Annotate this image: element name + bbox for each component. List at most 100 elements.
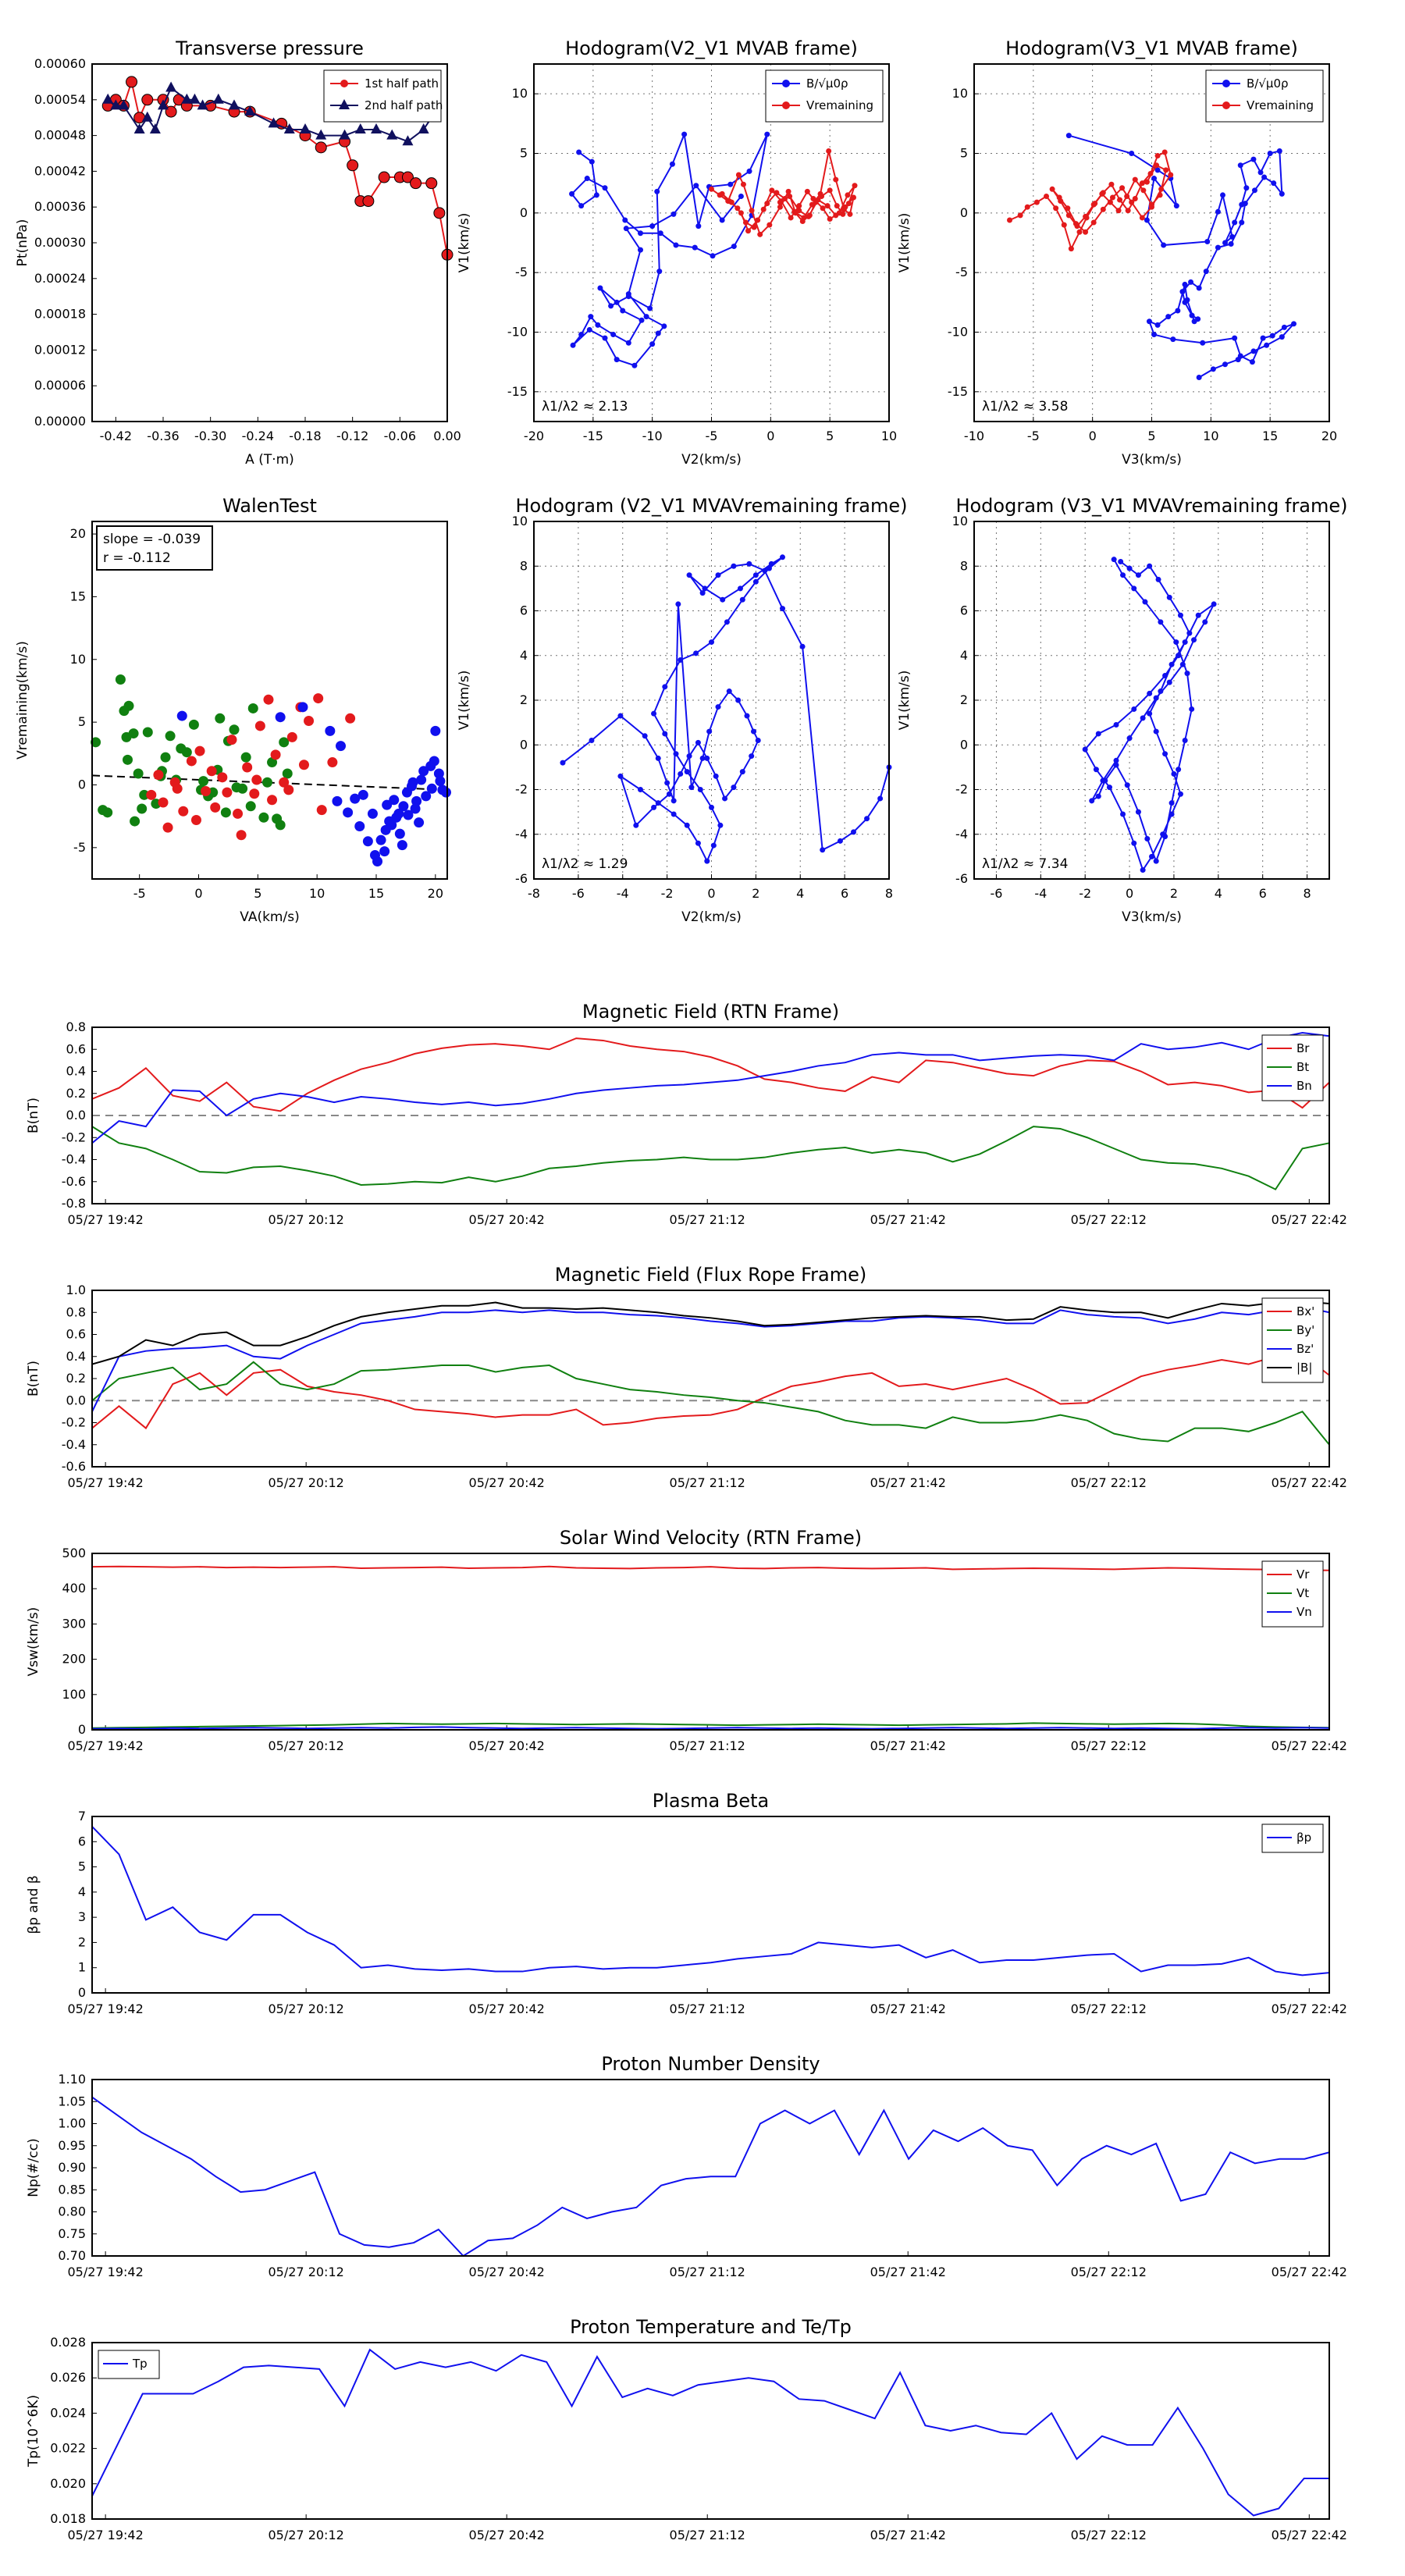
h1-panel: Hodogram(V2_V1 MVAB frame) V2(km/s) V1(km/… — [457, 37, 897, 468]
data-point — [766, 565, 772, 571]
data-point — [102, 807, 113, 818]
data-point — [782, 196, 788, 202]
data-point — [1215, 208, 1221, 215]
legend: 1st half path 2nd half path — [323, 69, 443, 123]
data-point — [316, 805, 327, 816]
data-point — [1100, 206, 1106, 212]
legend-label: Br — [1297, 1041, 1310, 1055]
y-tick-label: -5 — [515, 265, 528, 279]
data-point — [777, 204, 783, 210]
data-point — [1139, 215, 1145, 221]
legend-marker — [782, 80, 790, 87]
data-point — [176, 710, 187, 721]
data-point — [217, 772, 228, 783]
x-tick-label: 05/27 20:12 — [269, 2265, 344, 2279]
data-point — [251, 774, 262, 785]
x-tick-label: -0.06 — [384, 429, 416, 443]
data-point — [1235, 357, 1241, 363]
data-point — [386, 129, 398, 140]
legend-box — [1261, 1034, 1324, 1101]
data-point — [1053, 205, 1059, 212]
h3-panel: Hodogram (V2_V1 MVAVremaining frame) V2(k… — [457, 495, 908, 925]
data-point — [1168, 811, 1175, 817]
plot-frame — [533, 521, 890, 880]
data-point — [283, 785, 294, 795]
data-point — [1251, 187, 1257, 194]
x-tick-label: 05/27 21:42 — [870, 2528, 946, 2542]
y-tick-label: 0.4 — [66, 1349, 86, 1364]
data-point — [123, 754, 133, 765]
data-point — [1131, 585, 1137, 592]
data-point — [407, 781, 417, 792]
y-axis-label: Tp(10^6K) — [26, 2395, 41, 2467]
data-point — [212, 93, 224, 104]
data-point — [1189, 706, 1195, 712]
data-point — [188, 719, 199, 730]
data-point — [625, 291, 631, 297]
x-tick-label: 5 — [254, 886, 261, 901]
series-line-0 — [91, 2096, 1330, 2258]
data-point — [1147, 690, 1153, 696]
y-tick-label: 4 — [520, 648, 528, 663]
data-point — [1124, 782, 1130, 788]
y-tick-label: 0.022 — [50, 2441, 86, 2456]
data-point — [684, 769, 690, 775]
data-point — [236, 830, 247, 841]
data-point — [1090, 201, 1097, 208]
data-point — [787, 193, 793, 199]
x-tick-label: 10 — [309, 886, 325, 901]
data-point — [1179, 289, 1186, 295]
data-point — [686, 572, 692, 578]
y-tick-label: 0.00000 — [34, 414, 86, 429]
data-point — [1161, 149, 1168, 155]
data-point — [153, 770, 164, 781]
data-point — [651, 804, 657, 810]
data-point — [851, 194, 856, 201]
x-tick-label: 0 — [1126, 886, 1133, 901]
data-point — [283, 123, 295, 133]
data-point — [1158, 688, 1164, 695]
x-tick-label: 4 — [1215, 886, 1222, 901]
y-tick-label: -0.6 — [62, 1459, 86, 1474]
data-point — [1074, 223, 1080, 229]
data-point — [631, 362, 638, 368]
data-point — [1291, 321, 1297, 327]
data-point — [1196, 285, 1202, 291]
plot-frame — [91, 1290, 1330, 1468]
legend: βp — [1261, 1823, 1324, 1853]
data-point — [416, 774, 427, 785]
data-point — [178, 806, 189, 817]
data-point — [692, 244, 698, 251]
series-line-2 — [91, 1306, 1330, 1412]
data-point — [146, 789, 157, 800]
y-tick-label: 6 — [960, 603, 968, 618]
data-point — [410, 803, 421, 814]
series-line-0 — [571, 131, 768, 367]
h4-panel: Hodogram (V3_V1 MVAVremaining frame) V3(k… — [897, 495, 1348, 925]
data-point — [593, 192, 599, 198]
data-point — [362, 195, 375, 208]
data-point — [755, 738, 761, 744]
x-tick-label: 05/27 21:42 — [870, 1738, 946, 1753]
y-tick-label: -10 — [948, 325, 968, 340]
data-point — [864, 816, 870, 822]
data-point — [141, 111, 153, 122]
y-tick-label: 0.00048 — [34, 128, 86, 143]
data-point — [737, 585, 743, 592]
data-point — [304, 716, 315, 727]
x-tick-label: 05/27 19:42 — [67, 1212, 143, 1227]
data-point — [1157, 192, 1163, 198]
data-point — [1228, 241, 1234, 247]
legend-label: Bn — [1297, 1079, 1312, 1093]
y-tick-label: 0.020 — [50, 2476, 86, 2491]
legend-label: Vn — [1297, 1605, 1312, 1619]
data-point — [709, 804, 714, 810]
data-point — [655, 800, 661, 806]
data-point — [123, 700, 134, 711]
data-point — [1182, 281, 1188, 287]
data-point — [1118, 559, 1124, 565]
data-point — [746, 560, 752, 567]
y-tick-label: 0.024 — [50, 2405, 86, 2420]
data-point — [614, 299, 620, 305]
h2-panel: Hodogram(V3_V1 MVAB frame) V3(km/s) V1(km/… — [897, 37, 1337, 468]
